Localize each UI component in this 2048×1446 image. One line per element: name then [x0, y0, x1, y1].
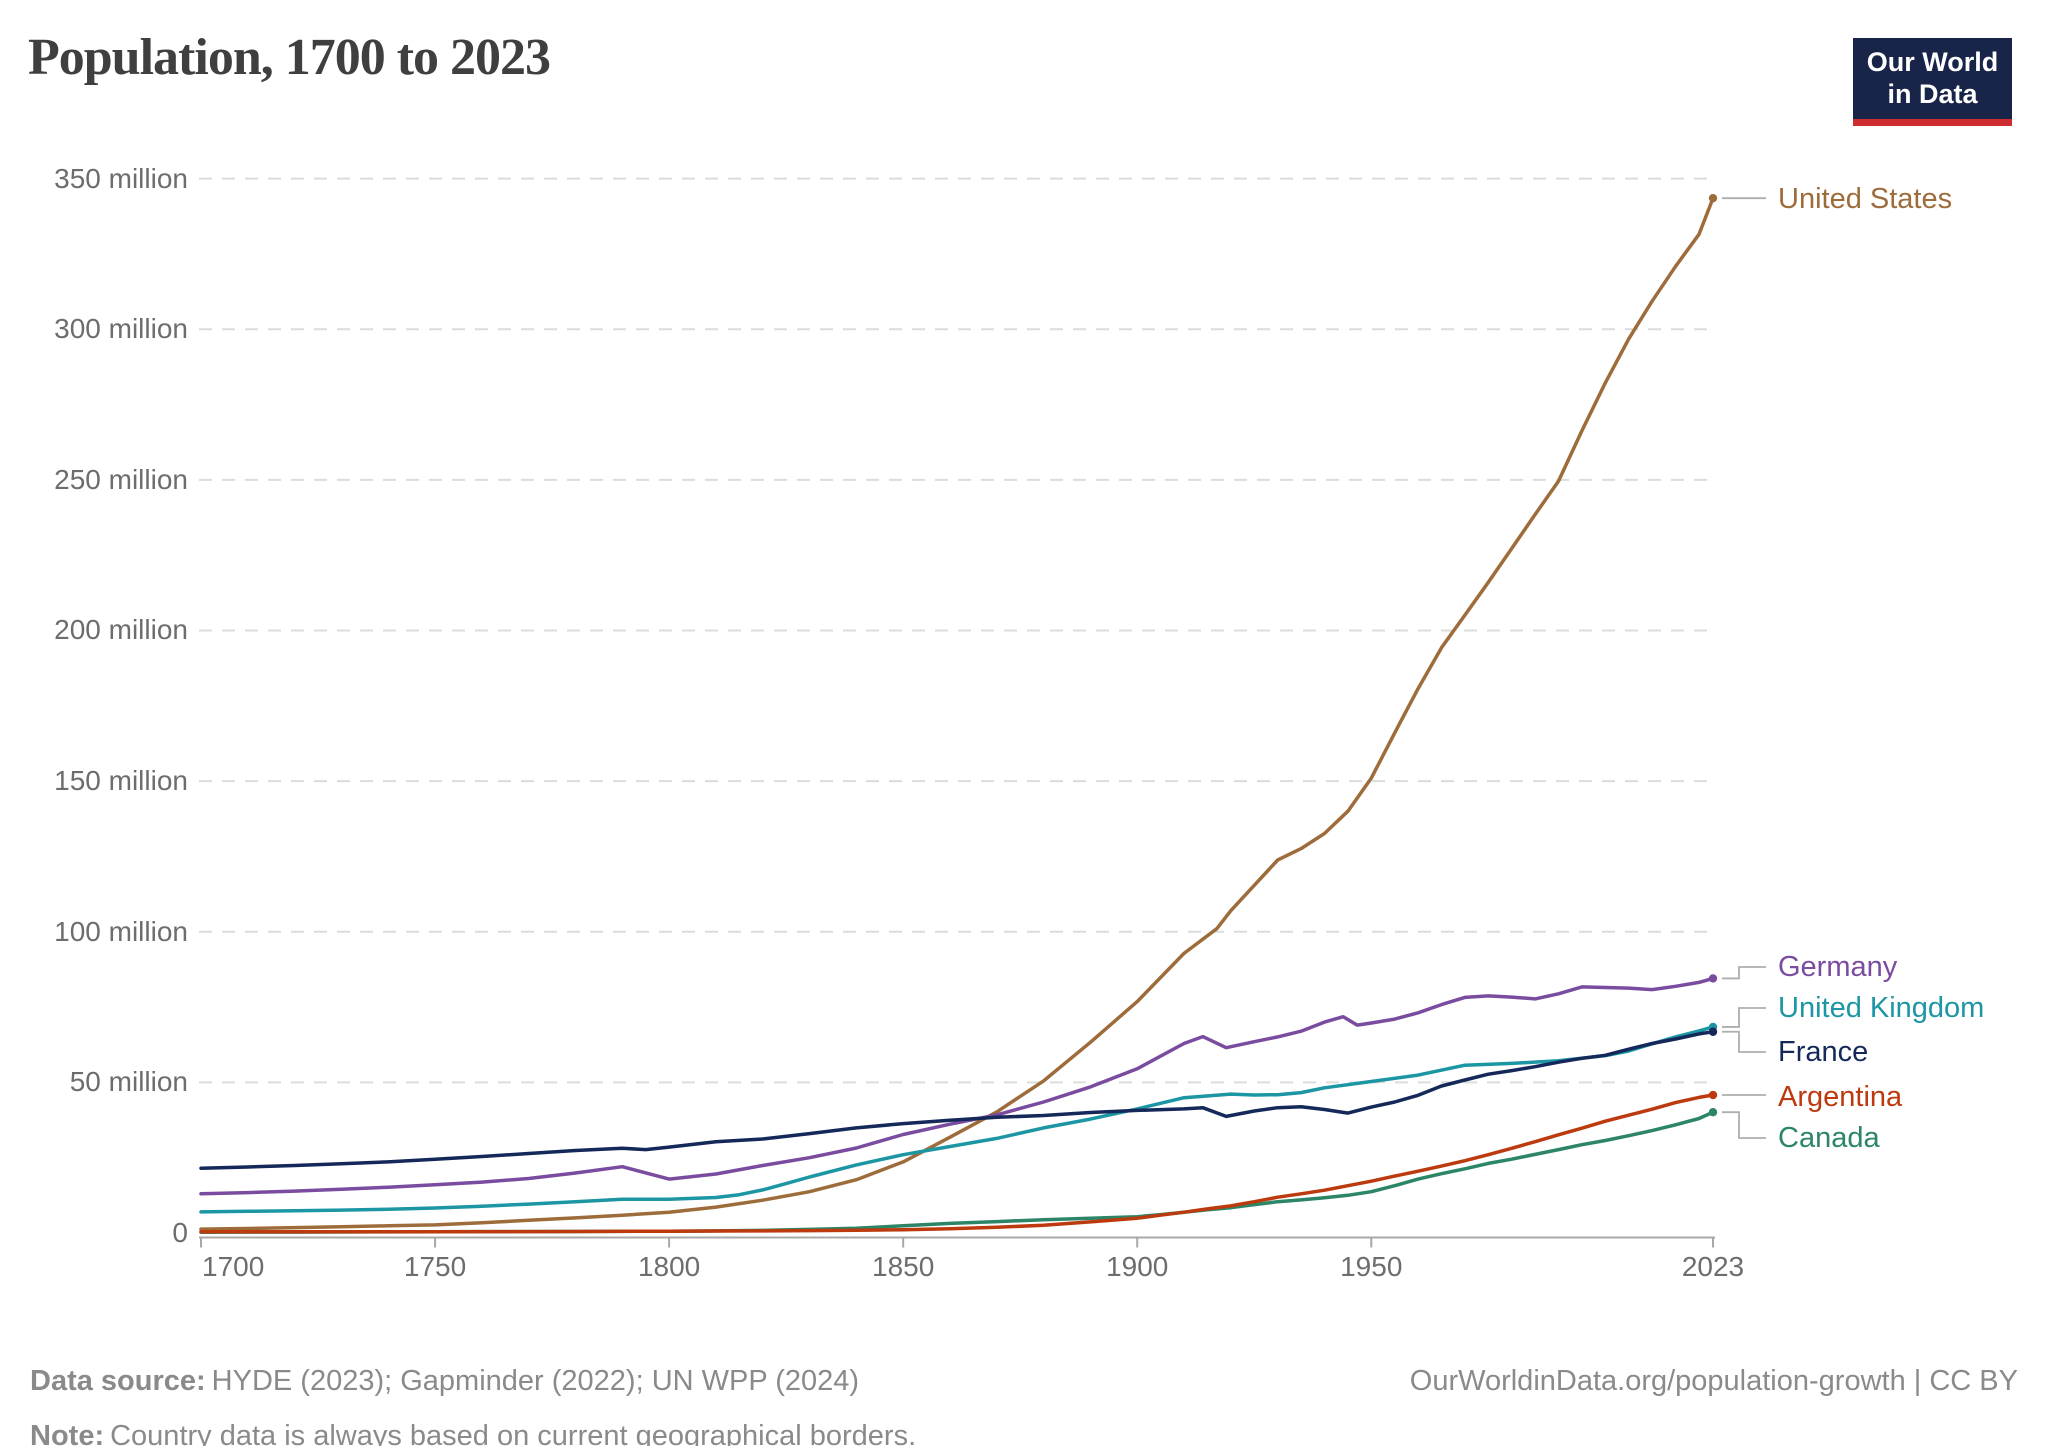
series-line-united-kingdom [199, 1025, 1715, 1214]
chart-footer: Data source: HYDE (2023); Gapminder (2022… [30, 1354, 916, 1446]
y-axis-tick-label: 300 million [54, 313, 188, 345]
series-line-germany [199, 976, 1715, 1196]
owid-logo-line2: in Data [1887, 79, 1978, 109]
owid-logo-line1: Our World [1866, 47, 1999, 77]
x-axis-tick-label: 1850 [872, 1251, 935, 1282]
legend-connector [1722, 966, 1766, 980]
series-endpoint-germany [1708, 974, 1718, 983]
x-axis-tick-label: 1800 [637, 1251, 701, 1282]
series-line-france [199, 1030, 1715, 1170]
owid-logo: Our World in Data [1853, 38, 2012, 126]
legend-label-germany: Germany [1778, 951, 1898, 983]
note-label: Note: [30, 1420, 105, 1446]
y-axis-tick-label: 200 million [54, 614, 188, 646]
series-endpoint-united-states [1708, 193, 1718, 203]
series-line-argentina [199, 1093, 1715, 1234]
note-line: Note: Country data is always based on cur… [30, 1409, 916, 1446]
data-source-label: Data source: [30, 1365, 206, 1397]
legend-label-canada: Canada [1778, 1122, 1880, 1154]
x-axis-tick-label: 1700 [202, 1251, 265, 1282]
legend-label-united-states: United States [1778, 183, 1953, 215]
y-axis-tick-label: 50 million [69, 1066, 188, 1098]
series-endpoint-argentina [1708, 1090, 1718, 1100]
legend-connector [1722, 1030, 1766, 1053]
legend-label-united-kingdom: United Kingdom [1778, 992, 1985, 1024]
legend-connector [1722, 1007, 1766, 1028]
y-axis-tick-label: 250 million [54, 463, 188, 495]
y-axis-tick-label: 100 million [54, 915, 188, 947]
legend-label-argentina: Argentina [1778, 1081, 1903, 1113]
series-line-canada [199, 1110, 1715, 1234]
data-source-text: HYDE (2023); Gapminder (2022); UN WPP (2… [211, 1365, 860, 1397]
series-endpoint-france [1708, 1027, 1718, 1036]
owid-url-link[interactable]: OurWorldinData.org/population-growth | C… [1409, 1365, 2018, 1397]
legend-label-france: France [1778, 1036, 1869, 1068]
x-axis-tick-label: 1900 [1106, 1251, 1169, 1282]
series-line-united-states [199, 196, 1715, 1231]
y-axis-tick-label: 0 [172, 1217, 188, 1248]
data-source-line: Data source: HYDE (2023); Gapminder (2022… [30, 1354, 916, 1409]
y-axis-tick-label: 350 million [54, 162, 188, 194]
x-axis-tick-label: 1950 [1340, 1251, 1403, 1282]
y-axis-tick-label: 150 million [54, 765, 188, 797]
x-axis-tick-label: 1750 [403, 1251, 467, 1282]
x-axis-tick-label: 2023 [1681, 1251, 1745, 1282]
page-title: Population, 1700 to 2023 [28, 29, 551, 86]
series-endpoint-canada [1708, 1107, 1718, 1117]
note-text: Country data is always based on current … [110, 1420, 917, 1446]
legend-connector [1722, 1111, 1766, 1139]
